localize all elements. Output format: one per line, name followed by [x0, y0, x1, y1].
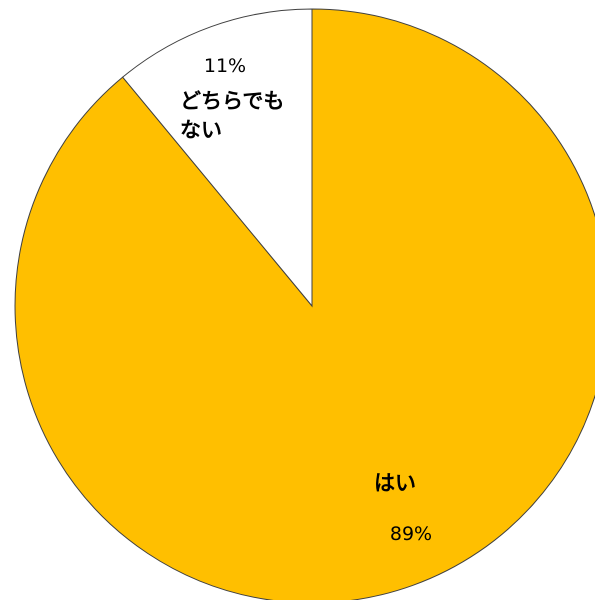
slice-label-1-line-1: ない	[180, 118, 222, 142]
slice-label-1: どちらでもない	[180, 89, 284, 142]
pie-slices	[14, 8, 595, 600]
slice-percent-0: 89%	[390, 523, 432, 545]
slice-percent-1: 11%	[204, 55, 246, 77]
slice-label-0: はい	[374, 471, 416, 495]
slice-label-0-line-0: はい	[374, 471, 416, 495]
slice-label-1-line-0: どちらでも	[180, 89, 284, 113]
pie-slice-1	[121, 8, 313, 308]
pie-slice-0	[14, 8, 595, 600]
pie-labels: はい 89% どちらでもない 11%	[180, 55, 432, 545]
